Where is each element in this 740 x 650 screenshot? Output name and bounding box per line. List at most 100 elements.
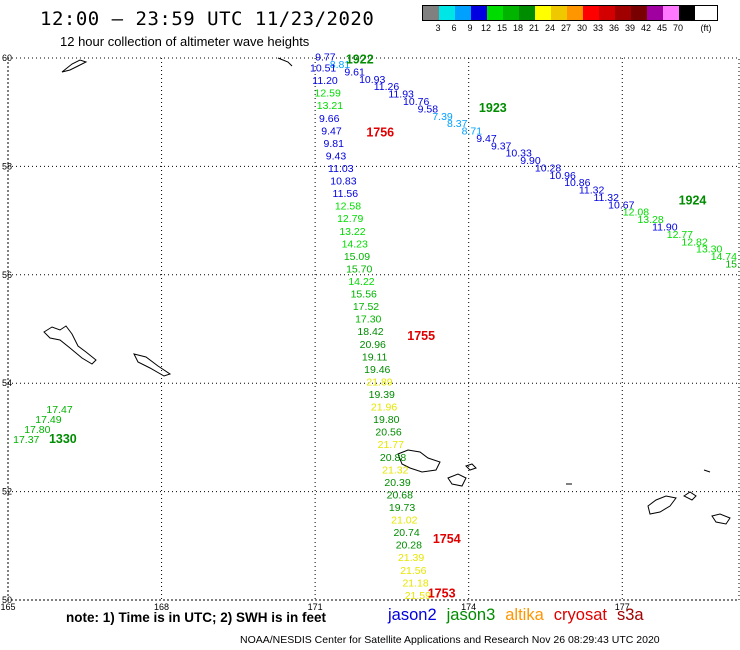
wave-height-color-legend: 3 6 9 12 15 18 21 24 27 30 33 36 39 42 45 70 (ft): [422, 5, 718, 35]
wave-height-label: 13.30: [696, 244, 722, 256]
legend-tick-label: 36: [608, 23, 620, 33]
wave-height-label: 9.77: [315, 52, 336, 64]
lon-tick-label: 171: [308, 602, 323, 612]
coastline-rat-islands: [683, 491, 697, 501]
wave-height-label: 17.47: [46, 404, 72, 416]
wave-height-label: 21.18: [402, 577, 428, 589]
wave-height-label: 10.67: [608, 199, 634, 211]
coastline-semichi: [465, 463, 477, 471]
wave-height-label: 10.33: [506, 148, 532, 160]
coastline-attu-island: [397, 449, 441, 473]
wave-height-label: 14.74: [711, 251, 737, 263]
wave-height-label: 21.59: [405, 590, 431, 602]
wave-height-label: 11.56: [333, 188, 359, 200]
pass-time-label: 1923: [479, 101, 507, 115]
wave-height-label: 19.39: [369, 389, 395, 401]
wave-height-label: 11.26: [374, 81, 400, 93]
credit-line: NOAA/NESDIS Center for Satellite Applica…: [240, 634, 660, 646]
legend-swatch: [551, 6, 567, 20]
coastline-medny-island: [133, 353, 172, 377]
wave-height-label: 20.56: [375, 427, 401, 439]
wave-height-label: 20.39: [384, 477, 410, 489]
legend-tick-label: 30: [576, 23, 588, 33]
wave-height-label: 20.88: [380, 452, 406, 464]
wave-height-label: 21.02: [391, 515, 417, 527]
coastline-agattu-island: [447, 473, 467, 487]
wave-height-label: 12.08: [623, 207, 649, 219]
figure-title: 12:00 – 23:59 UTC 11/23/2020: [40, 8, 375, 30]
wave-height-label: 19.73: [389, 502, 415, 514]
wave-height-label: 21.39: [398, 552, 424, 564]
wave-height-label: 14.22: [348, 276, 374, 288]
legend-swatch: [519, 6, 535, 20]
axis-tick-labels: 165 168 171 174 177 60 58 56 54 52 50: [0, 53, 629, 612]
wave-height-label: 8.37: [447, 118, 468, 130]
lat-tick-label: 54: [2, 378, 12, 388]
wave-height-label: 20.74: [393, 527, 419, 539]
pass-time-label: 1924: [679, 193, 707, 207]
coastline-amchitka: [711, 513, 731, 525]
legend-tick-label: 3: [435, 23, 441, 33]
legend-color-bar: [422, 5, 718, 21]
lat-tick-label: 56: [2, 270, 12, 280]
satellite-jason2: jason2: [388, 606, 437, 624]
legend-tick-label: 15: [496, 23, 508, 33]
wave-height-label: 21.56: [400, 565, 426, 577]
legend-swatch: [503, 6, 519, 20]
legend-tick-label: 6: [451, 23, 457, 33]
pass-time-label: 1922: [346, 52, 374, 66]
lat-tick-label: 52: [2, 487, 12, 497]
altimeter-tracks: 9.778.819.6110.9311.2611.9310.769.587.39…: [13, 52, 740, 602]
lat-tick-label: 58: [2, 161, 12, 171]
wave-height-label: 17.30: [355, 314, 381, 326]
wave-height-label: 12.79: [337, 213, 363, 225]
satellite-s3a: s3a: [616, 606, 644, 624]
wave-height-label: 9.37: [491, 140, 512, 152]
wave-height-label: 19.46: [364, 364, 390, 376]
legend-tick-label: 33: [592, 23, 604, 33]
wave-height-label: 9.58: [418, 103, 439, 115]
satellite-key: jason2 jason3 altika cryosat s3a: [388, 606, 654, 625]
wave-height-label: 13.22: [339, 226, 365, 238]
legend-swatch: [455, 6, 471, 20]
legend-tick-label: 18: [512, 23, 524, 33]
lon-tick-label: 174: [461, 602, 476, 612]
wave-height-label: 10.83: [330, 176, 356, 188]
legend-swatch: [663, 6, 679, 20]
legend-swatch: [599, 6, 615, 20]
legend-swatch: [439, 6, 455, 20]
legend-swatch: [471, 6, 487, 20]
wave-height-label: 9.81: [324, 138, 345, 150]
legend-swatch: [631, 6, 647, 20]
pass-time-label: 1754: [433, 532, 461, 546]
pass-time-label: 1330: [49, 432, 77, 446]
wave-height-label: 15.70: [346, 263, 372, 275]
satellite-altika: altika: [505, 606, 544, 624]
legend-tick-label: 12: [480, 23, 492, 33]
wave-height-label: 13.21: [317, 100, 343, 112]
wave-height-label: 9.47: [476, 133, 497, 145]
wave-height-label: 12.77: [667, 229, 693, 241]
legend-swatch: [583, 6, 599, 20]
lat-tick-label: 60: [2, 53, 12, 63]
legend-unit: (ft): [700, 23, 712, 33]
wave-height-label: 20.28: [396, 540, 422, 552]
wave-height-label: 21.89: [366, 376, 392, 388]
wave-height-label: 9.47: [321, 125, 342, 137]
wave-height-label: 7.39: [432, 111, 453, 123]
wave-height-label: 10.51: [310, 63, 336, 75]
legend-swatch: [487, 6, 503, 20]
wave-height-label: 15.23: [725, 258, 740, 270]
wave-height-label: 12.82: [681, 236, 707, 248]
wave-height-label: 9.61: [344, 66, 365, 78]
wave-height-label: 15.56: [351, 289, 377, 301]
wave-height-label: 12.59: [315, 88, 341, 100]
legend-tick-label: 70: [672, 23, 684, 33]
wave-height-label: 11.93: [388, 89, 414, 101]
wave-height-label: 11.03: [328, 163, 354, 175]
wave-height-label: 20.68: [387, 489, 413, 501]
pass-time-labels: 1922 1923 1924 1756 1755 1754 1753 1330: [49, 52, 706, 600]
legend-tick-label: 21: [528, 23, 540, 33]
